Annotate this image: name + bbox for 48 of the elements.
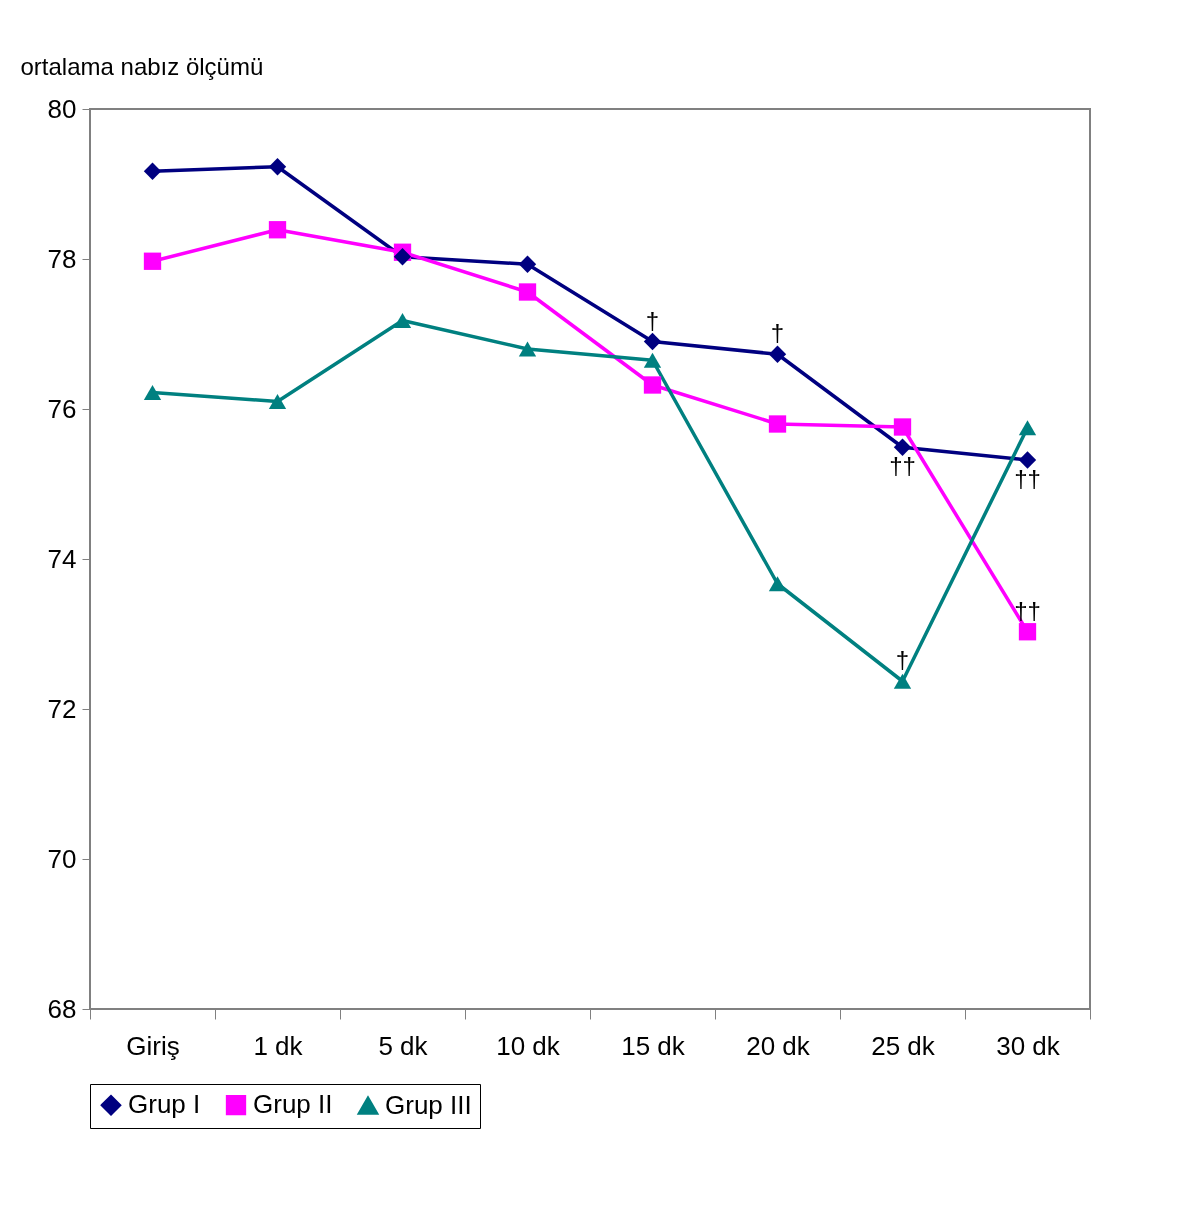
point (143, 385, 162, 400)
annotation: † (770, 319, 785, 347)
point (518, 283, 537, 301)
x-tick-label: Giriş (126, 1030, 180, 1061)
point (643, 376, 662, 394)
point (1018, 623, 1037, 641)
annotation: †† (889, 452, 916, 480)
y-tick-label: 80 (47, 93, 77, 124)
y-tick-label: 74 (47, 543, 77, 574)
point (1018, 451, 1037, 469)
x-tick-label: 30 dk (996, 1030, 1061, 1061)
point (268, 394, 287, 409)
y-tick-label: 72 (47, 693, 77, 724)
y-tick-label: 68 (47, 993, 77, 1024)
x-tick-label: 1 dk (253, 1030, 304, 1061)
x-tick-label: 25 dk (871, 1030, 936, 1061)
annotation: †† (1014, 596, 1041, 624)
annotation: † (895, 646, 910, 674)
x-tick-label: 15 dk (621, 1030, 686, 1061)
point (893, 418, 912, 436)
point (768, 345, 787, 363)
point (518, 341, 537, 357)
annotation: † (645, 306, 660, 334)
point (268, 158, 287, 176)
y-tick-label: 78 (47, 243, 77, 274)
legend-label: Grup III (385, 1089, 472, 1120)
x-tick-label: 20 dk (746, 1030, 811, 1061)
y-axis-title: ortalama nabız ölçümü (20, 52, 264, 80)
point (393, 313, 412, 328)
point (1018, 420, 1037, 436)
point (643, 352, 662, 368)
point (518, 255, 537, 273)
legend-label: Grup I (128, 1089, 201, 1120)
x-tick-label: 10 dk (496, 1030, 561, 1061)
point (393, 248, 412, 266)
point (143, 162, 162, 180)
x-tick-label: 5 dk (378, 1030, 429, 1061)
point (643, 332, 662, 351)
legend-label: Grup II (253, 1089, 333, 1120)
point (893, 673, 912, 689)
point (268, 221, 287, 239)
y-tick-label: 76 (47, 393, 77, 424)
point (143, 252, 162, 270)
y-tick-label: 70 (47, 843, 77, 874)
point (893, 438, 912, 456)
point (768, 415, 787, 433)
point (768, 576, 787, 592)
annotation: †† (1014, 465, 1041, 492)
